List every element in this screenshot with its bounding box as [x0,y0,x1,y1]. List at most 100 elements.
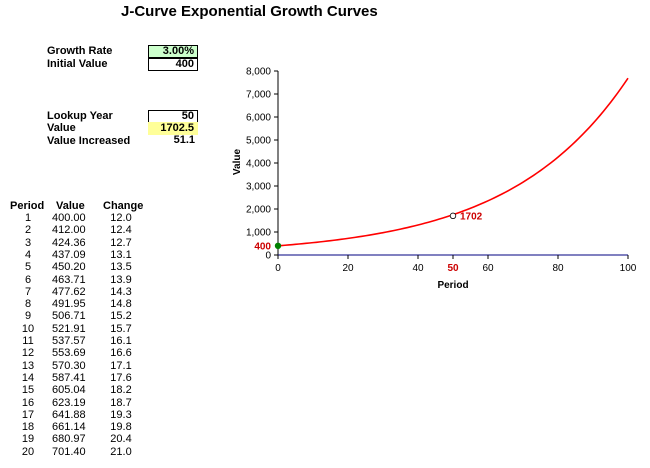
period-cell: 19 [21,433,35,446]
chart-axes [277,71,628,256]
period-cell: 7 [24,285,32,298]
value-cell: 623.19 [52,396,86,409]
change-cell: 13.1 [110,248,132,261]
value-cell[interactable]: 1702.5 [148,122,198,135]
change-cell: 16.6 [110,347,132,360]
initial-value-cell[interactable]: 400 [148,58,198,71]
value-cell: 641.88 [52,408,86,421]
period-cell: 11 [22,335,34,347]
period-cell: 13 [21,359,35,372]
value-increased-cell[interactable]: 51.1 [173,134,195,146]
table-header-period: Period [10,200,45,212]
value-cell: 400.00 [52,212,86,224]
chart-markers: 400 1702 [254,211,482,252]
y-tick-label: 4,000 [246,159,271,170]
y-tick-label: 1,000 [246,228,271,239]
table-header-value: Value [56,200,85,212]
period-cell: 1 [24,212,32,224]
value-cell: 553.69 [52,347,86,360]
value-cell: 661.14 [52,421,86,434]
value-cell: 537.57 [52,335,86,347]
change-cell: 12.0 [110,212,132,224]
x-tick-label: 20 [342,263,354,274]
change-cell: 21.0 [110,445,132,458]
value-cell: 701.40 [52,445,86,458]
value-cell: 477.62 [52,285,86,298]
lookup-value-marker-label: 1702 [460,211,483,222]
period-cell: 6 [24,273,32,286]
period-cell: 16 [21,396,35,409]
change-cell: 14.8 [110,298,132,311]
y-tick-label: 0 [265,251,271,262]
change-cell: 12.7 [110,236,132,249]
period-cell: 5 [24,261,32,274]
value-cell: 412.00 [52,224,86,237]
period-cell: 4 [24,248,32,261]
y-tick-label: 5,000 [246,136,271,147]
period-cell: 12 [21,347,35,360]
lookup-year-label: Lookup Year [47,110,113,122]
lookup-value-marker [449,212,457,220]
period-cell: 14 [21,371,35,384]
y-tick-label: 2,000 [246,205,271,216]
period-cell: 15 [21,384,35,397]
change-cell: 16.1 [110,335,132,347]
period-cell: 2 [24,224,32,237]
value-cell: 491.95 [52,298,86,311]
chart-xlabel: Period [437,280,468,291]
value-cell: 521.91 [52,322,86,335]
value-cell: 506.71 [52,310,86,323]
change-cell: 19.3 [110,408,132,421]
value-cell: 570.30 [52,359,86,372]
y-tick-label: 7,000 [246,90,271,101]
chart-ticks: 0 1,000 2,000 3,000 4,000 5,000 6,000 7,000 8,00… [246,67,637,275]
period-cell: 20 [21,445,35,458]
period-cell: 10 [21,322,35,335]
initial-value-marker-label: 400 [254,241,271,252]
chart-ylabel: Value [232,149,243,176]
initial-value-label: Initial Value [47,58,108,70]
x-tick-label: 100 [620,263,637,274]
change-cell: 18.7 [110,396,132,409]
period-cell: 8 [24,298,32,311]
value-cell: 463.71 [52,273,86,286]
growth-curve [277,77,629,247]
period-cell: 3 [24,236,32,249]
value-cell: 424.36 [52,236,86,249]
growth-rate-cell[interactable]: 3.00% [148,45,198,58]
x-tick-label: 0 [275,263,281,274]
x-tick-label: 80 [552,263,564,274]
change-cell: 19.8 [110,421,132,434]
value-cell: 680.97 [52,433,86,446]
change-cell: 13.5 [110,261,132,274]
change-cell: 15.7 [110,322,132,335]
x-tick-label-highlight: 50 [447,263,459,274]
table-header-change: Change [103,200,144,212]
change-cell: 18.2 [110,384,132,397]
x-tick-label: 40 [412,263,424,274]
x-tick-label: 60 [482,263,494,274]
period-cell: 9 [24,310,32,323]
change-cell: 20.4 [110,433,132,446]
y-tick-label: 8,000 [246,67,271,78]
period-cell: 17 [21,408,35,421]
change-cell: 14.3 [110,285,132,298]
value-cell: 605.04 [52,384,86,397]
change-cell: 15.2 [110,310,132,323]
page-title: J-Curve Exponential Growth Curves [121,3,378,20]
value-cell: 587.41 [52,371,86,384]
change-cell: 12.4 [110,224,132,237]
value-increased-label: Value Increased [47,135,131,147]
change-cell: 13.9 [110,273,132,286]
y-tick-label: 6,000 [246,113,271,124]
change-cell: 17.1 [110,359,132,372]
value-cell: 450.20 [52,261,86,274]
initial-value-marker [274,242,282,249]
y-tick-label: 3,000 [246,182,271,193]
period-cell: 18 [21,421,35,434]
growth-rate-label: Growth Rate [47,45,113,57]
value-label: Value [47,122,76,134]
value-cell: 437.09 [52,248,86,261]
change-cell: 17.6 [110,371,132,384]
